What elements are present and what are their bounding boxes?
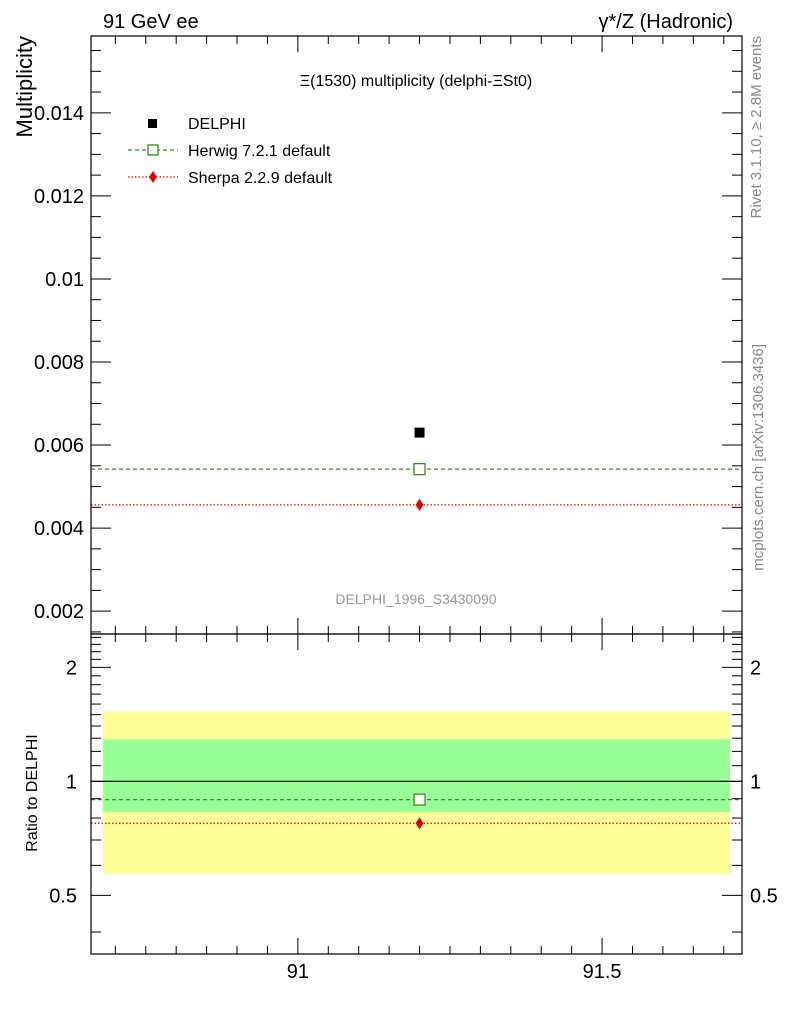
main-ytick-label: 0.014: [34, 103, 84, 125]
legend-marker-herwig: [147, 144, 159, 156]
legend-entry-herwig: Herwig 7.2.1 default: [128, 143, 331, 160]
ratio-ytick-label-left: 1: [66, 771, 77, 793]
main-point-delphi: [414, 427, 425, 438]
main-point-herwig: [413, 462, 426, 476]
ratio-ytick-label-left: 2: [66, 657, 77, 679]
y-axis-label: Multiplicity: [12, 36, 37, 137]
ratio-y-axis-label: Ratio to DELPHI: [24, 734, 41, 851]
ratio-ytick-label-left: 0.5: [49, 885, 77, 907]
legend-marker-delphi: [148, 119, 157, 128]
main-panel: 0.002 0.004 0.006 0.008 0.01 0.012 0.014 Ξ(153…: [12, 35, 743, 635]
ratio-ytick-label-right: 1: [750, 771, 761, 793]
main-ytick-label: 0.008: [34, 352, 84, 374]
legend: DELPHI Herwig 7.2.1 default Sherpa 2.2.9…: [128, 116, 333, 187]
header-left: 91 GeV ee: [103, 11, 199, 33]
header-right: γ*/Z (Hadronic): [599, 11, 733, 33]
legend-label-sherpa: Sherpa 2.2.9 default: [188, 170, 333, 187]
x-tick-label: 91: [287, 961, 309, 983]
legend-entry-delphi: DELPHI: [148, 116, 246, 133]
ratio-point-sherpa: [415, 817, 424, 830]
legend-label-delphi: DELPHI: [188, 116, 246, 133]
ratio-ytick-label-right: 0.5: [750, 885, 778, 907]
main-point-sherpa: [415, 498, 424, 511]
ratio-point-herwig: [413, 793, 426, 806]
ratio-ytick-label-right: 2: [750, 657, 761, 679]
main-ytick-label: 0.002: [34, 601, 84, 623]
analysis-watermark: DELPHI_1996_S3430090: [335, 591, 496, 607]
main-ytick-label: 0.01: [45, 269, 84, 291]
main-ytick-label: 0.004: [34, 518, 84, 540]
legend-marker-sherpa: [149, 171, 157, 183]
chart-title: Ξ(1530) multiplicity (delphi-ΞSt0): [300, 73, 532, 90]
rivet-label: Rivet 3.1.10, ≥ 2.8M events: [748, 36, 765, 219]
main-ytick-label: 0.006: [34, 435, 84, 457]
mcplots-label: mcplots.cern.ch [arXiv:1306.3436]: [750, 344, 767, 571]
ratio-frame: [90, 633, 743, 955]
main-ytick-label: 0.012: [34, 186, 84, 208]
x-tick-label: 91.5: [583, 961, 622, 983]
legend-entry-sherpa: Sherpa 2.2.9 default: [128, 170, 333, 187]
ratio-panel: 0.5 0.5 1 1 2 2 91 91.5 Ratio to DELPHI: [24, 633, 778, 983]
legend-label-herwig: Herwig 7.2.1 default: [188, 143, 331, 160]
